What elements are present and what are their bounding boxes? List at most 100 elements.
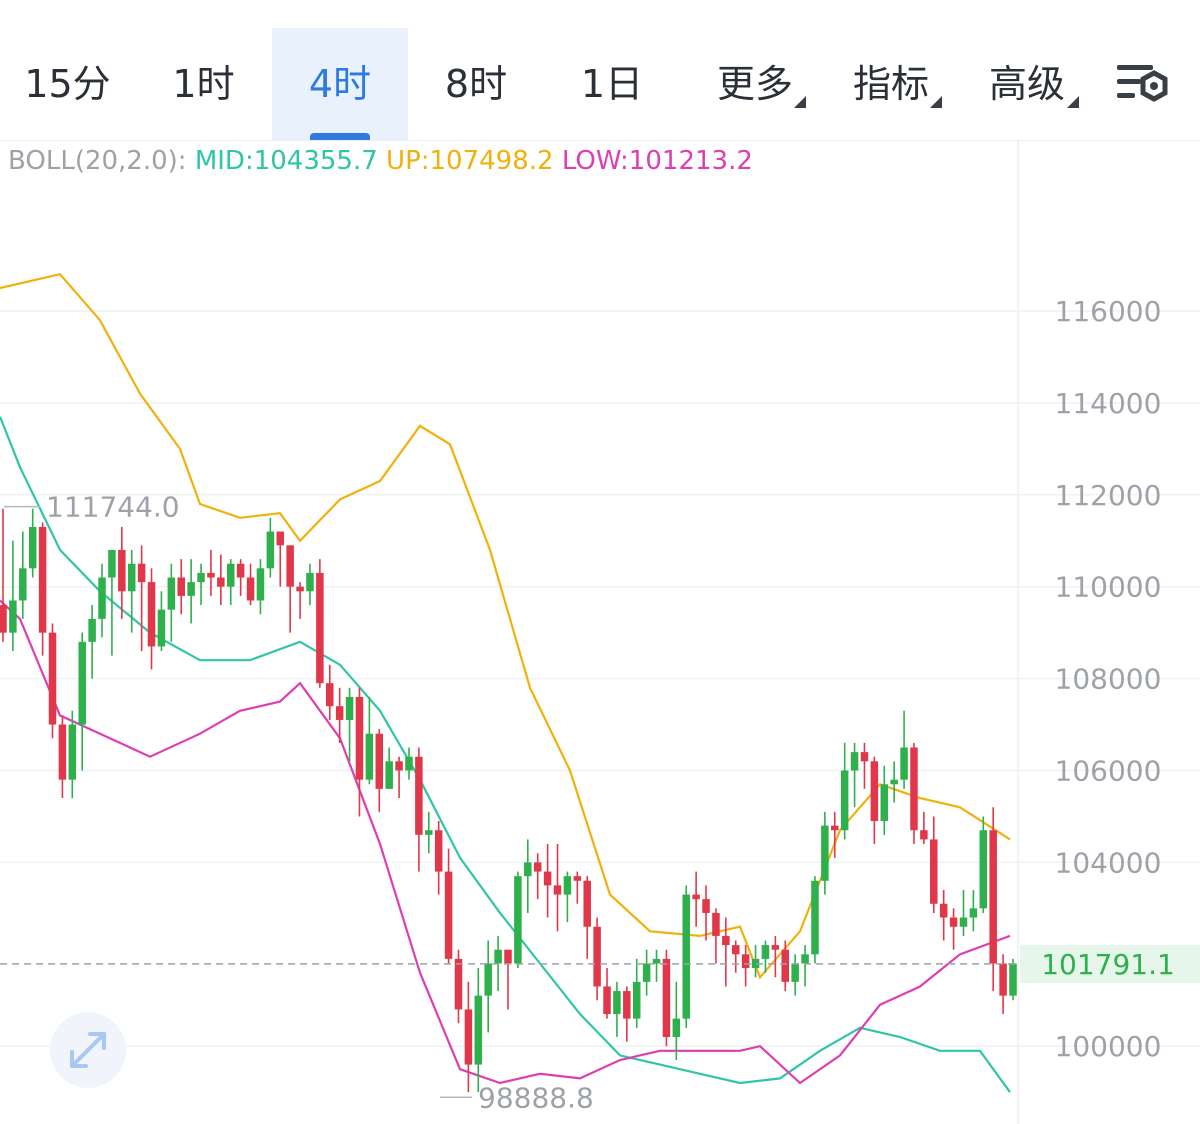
y-tick-label: 116000 xyxy=(1055,295,1162,328)
tab-label: 15分 xyxy=(24,62,111,106)
candle-body xyxy=(890,779,898,785)
candle-body xyxy=(425,830,433,835)
tab-label: 更多 xyxy=(716,62,793,106)
candle-body xyxy=(751,958,760,969)
candle-body xyxy=(355,696,364,780)
candle-body xyxy=(157,609,166,647)
tab-8h[interactable]: 8时 xyxy=(408,28,544,140)
candle-body xyxy=(603,986,611,1015)
candle-body xyxy=(553,885,562,895)
candle-body xyxy=(88,618,96,642)
price-markers: 101791.1 111744.0 98888.8 xyxy=(0,491,1200,1114)
expand-arrows-icon[interactable] xyxy=(50,1012,126,1088)
y-tick-label: 106000 xyxy=(1055,755,1162,788)
candle-body xyxy=(939,903,948,918)
price-axis-ticks: 116000 114000 112000 110000 108000 106000 1040… xyxy=(1055,295,1162,1063)
candle-body xyxy=(137,563,146,583)
candle-body xyxy=(761,945,770,959)
candle-body xyxy=(662,958,671,1038)
candle-body xyxy=(959,917,968,927)
candle-body xyxy=(791,963,799,982)
tab-label: 高级 xyxy=(988,62,1065,106)
candle-body xyxy=(9,600,17,633)
high-marker-label: 111744.0 xyxy=(46,491,180,524)
candle-body xyxy=(276,531,285,546)
candle-body xyxy=(454,958,463,1010)
y-tick-label: 110000 xyxy=(1055,571,1162,604)
candle-body xyxy=(197,572,205,583)
candle-body xyxy=(226,563,235,587)
y-tick-label: 114000 xyxy=(1055,387,1162,420)
candle-body xyxy=(712,912,720,936)
candle-body xyxy=(969,908,978,918)
candle-body xyxy=(335,706,344,720)
candle-body xyxy=(731,945,740,955)
candle-body xyxy=(266,531,275,569)
candle-body xyxy=(236,563,245,578)
candle-body xyxy=(900,747,908,780)
candle-body xyxy=(672,1018,681,1038)
candle-body xyxy=(78,641,86,725)
candle-body xyxy=(504,949,512,964)
boll-lower-line xyxy=(0,599,1011,1085)
candle-body xyxy=(514,876,522,964)
candle-body xyxy=(979,830,988,909)
candle-body xyxy=(1009,963,1017,996)
candle-body xyxy=(880,784,889,822)
candle-body xyxy=(177,577,185,596)
candle-body xyxy=(771,945,780,950)
tab-label: 1日 xyxy=(580,62,644,106)
candle-body xyxy=(484,963,492,996)
candle-body xyxy=(0,605,7,633)
y-tick-label: 108000 xyxy=(1055,663,1162,696)
candle-body xyxy=(543,871,552,886)
chart-settings-icon[interactable] xyxy=(1114,60,1174,110)
tab-label: 4时 xyxy=(308,62,372,106)
tab-15m[interactable]: 15分 xyxy=(0,28,135,140)
dropdown-triangle-icon xyxy=(794,96,806,108)
y-tick-label: 100000 xyxy=(1055,1030,1162,1063)
dropdown-triangle-icon xyxy=(930,96,942,108)
tab-1h[interactable]: 1时 xyxy=(135,28,272,140)
candle-body xyxy=(444,871,453,959)
candle-body xyxy=(395,761,403,771)
candle-body xyxy=(623,991,631,1019)
candle-body xyxy=(801,954,809,964)
y-tick-label: 112000 xyxy=(1055,479,1162,512)
candle-body xyxy=(434,830,443,872)
candle-body xyxy=(474,995,483,1065)
candlestick-chart[interactable]: 116000 114000 112000 110000 108000 106000 1040… xyxy=(0,140,1200,1124)
candle-body xyxy=(296,586,304,592)
candle-body xyxy=(28,526,37,569)
candle-body xyxy=(147,582,156,647)
boll-legend: BOLL(20,2.0): MID:104355.7 UP:107498.2 L… xyxy=(8,143,753,179)
tab-more[interactable]: 更多 xyxy=(690,28,820,140)
candle-body xyxy=(127,563,136,592)
candle-body xyxy=(48,632,57,725)
tab-advanced[interactable]: 高级 xyxy=(962,28,1092,140)
candle-body xyxy=(118,549,126,592)
candle-body xyxy=(593,926,601,987)
candle-body xyxy=(831,825,839,831)
candle-body xyxy=(781,949,790,982)
tab-1d[interactable]: 1日 xyxy=(544,28,680,140)
candle-body xyxy=(563,876,572,895)
candle-body xyxy=(870,761,879,822)
boll-legend-name: BOLL(20,2.0): xyxy=(8,146,187,176)
boll-legend-low: LOW:101213.2 xyxy=(561,146,753,176)
candle-body xyxy=(860,752,869,762)
candle-body xyxy=(920,830,928,840)
candle-body xyxy=(930,839,938,904)
price-gridlines xyxy=(0,310,1200,1047)
tab-indicators[interactable]: 指标 xyxy=(826,28,956,140)
candle-body xyxy=(405,756,413,771)
boll-bands xyxy=(0,272,1011,1093)
candles xyxy=(0,508,1017,1093)
candle-body xyxy=(187,582,195,596)
candle-body xyxy=(811,880,819,955)
timeframe-tabbar: 15分 1时 4时 8时 1日 更多 指标 高级 xyxy=(0,0,1200,141)
boll-legend-up: UP:107498.2 xyxy=(386,146,554,176)
tab-4h[interactable]: 4时 xyxy=(272,28,408,140)
candle-body xyxy=(613,991,621,1015)
candle-body xyxy=(524,862,532,877)
